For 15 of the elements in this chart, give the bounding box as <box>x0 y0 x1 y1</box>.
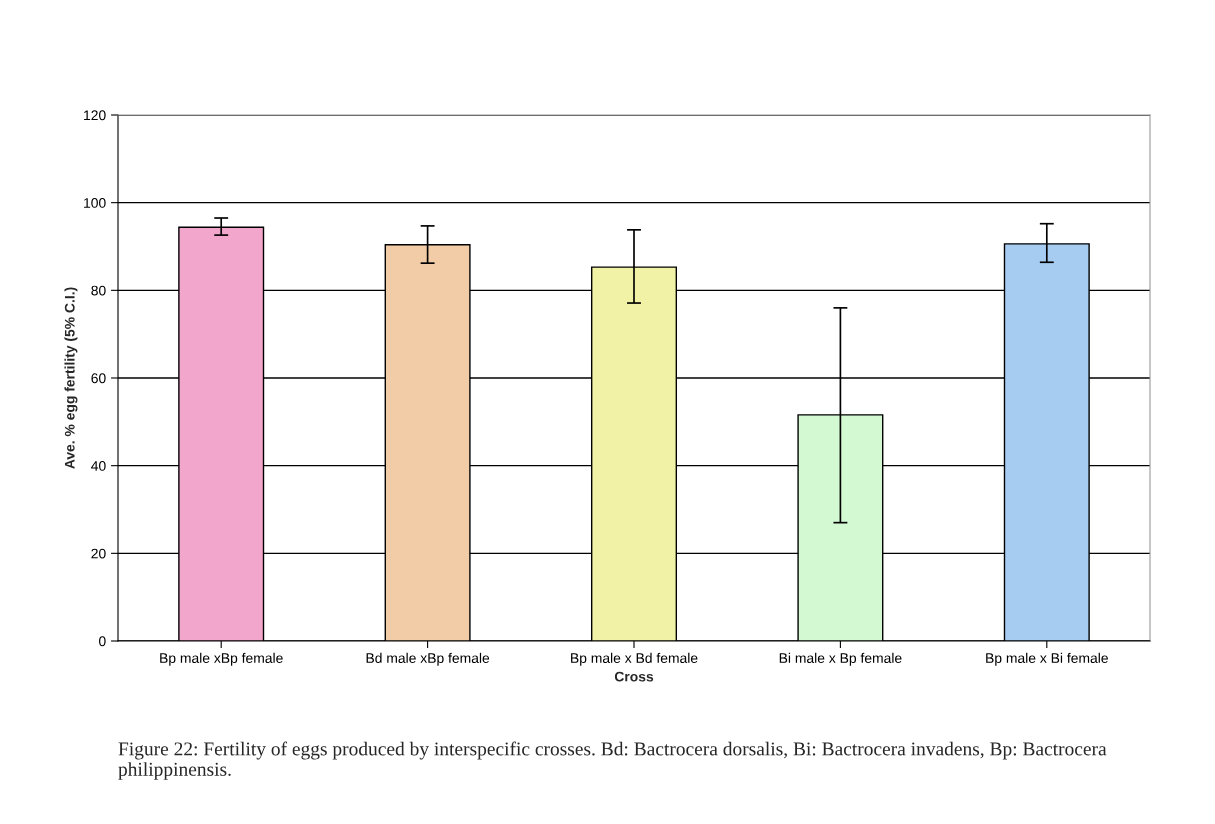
y-tick-label: 0 <box>99 636 106 647</box>
y-tick-label: 100 <box>84 198 106 208</box>
x-tick-label: Bp male x Bi female <box>986 652 1108 666</box>
y-tick-label: 80 <box>91 285 106 296</box>
caption: Figure 22: Fertility of eggs produced by interspecific crosses. Bd: Bactrocera dorsalis, Bi: Bactrocera invadens, Bp: Bactrocera philippinensis. <box>118 741 1107 780</box>
y-tick-label: 20 <box>91 548 106 559</box>
y-tick-label: 40 <box>91 461 106 471</box>
x-tick-label: Bi male x Bp female <box>779 652 902 666</box>
x-tick-label: Bp male x Bd female <box>571 652 698 666</box>
y-axis-title: Ave. % egg fertility (5% C.I.) <box>64 287 78 469</box>
y-tick-label: 120 <box>84 110 106 121</box>
y-tick-label: 60 <box>91 373 106 384</box>
x-axis-title: Cross <box>614 671 654 682</box>
x-tick-label: Bd male xBp female <box>366 652 490 666</box>
x-tick-label: Bp male xBp female <box>160 652 283 666</box>
